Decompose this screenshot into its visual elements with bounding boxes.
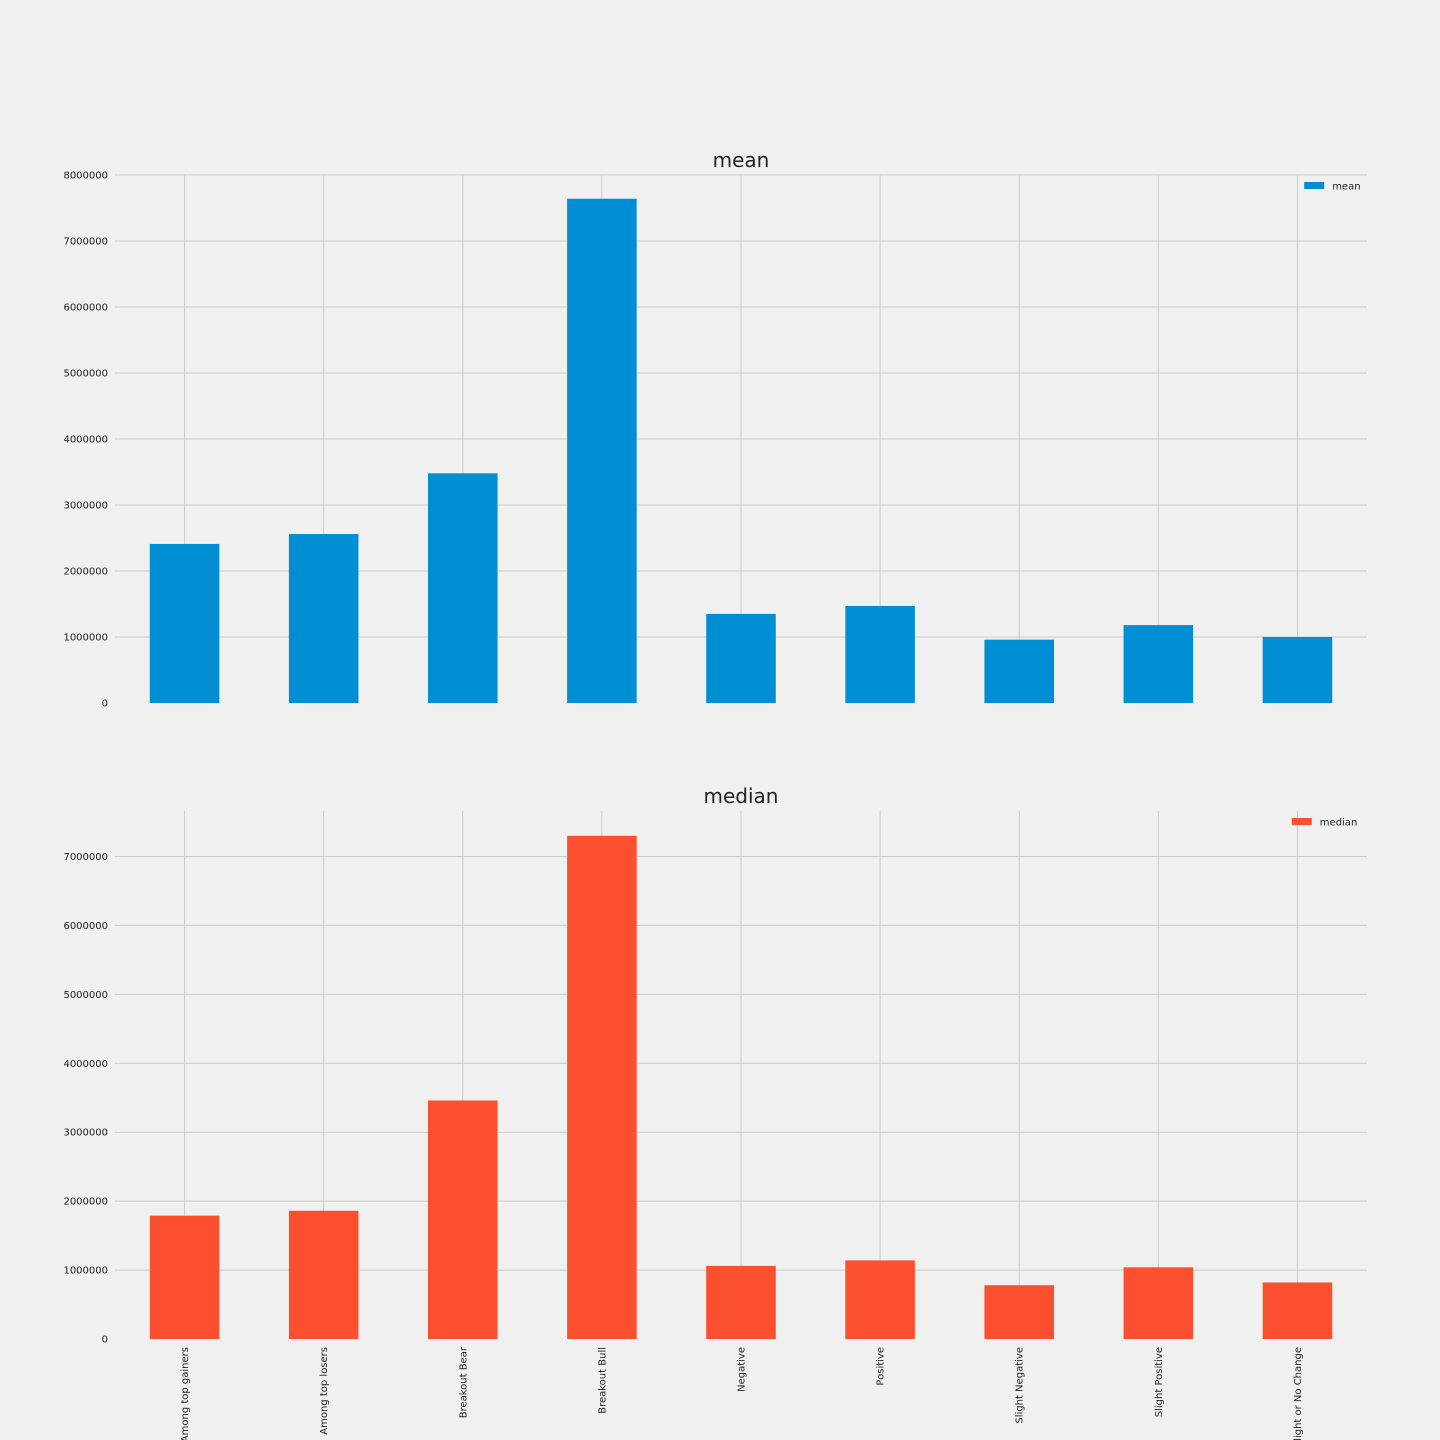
bar-median: [706, 1265, 776, 1339]
bar-median: [984, 1285, 1054, 1339]
chart-title: mean: [713, 148, 770, 172]
y-tick-label: 5000000: [63, 369, 108, 380]
y-tick-label: 8000000: [63, 171, 108, 182]
chart-panel-median: median 0 1000000 2000000 3000000 4000000 50000…: [63, 784, 1367, 1440]
y-tick-label: 4000000: [63, 435, 108, 446]
bar-median: [1123, 1267, 1194, 1339]
x-tick-label: Negative: [737, 1347, 748, 1392]
chart-title: median: [704, 784, 779, 808]
y-tick-label: 2000000: [63, 1197, 108, 1208]
x-tick-label: Positive: [876, 1347, 887, 1386]
x-tick-label: Slight Positive: [1154, 1347, 1165, 1417]
bar-median: [288, 1210, 359, 1339]
legend-label: mean: [1332, 182, 1360, 193]
x-tick-label: Slight or No Change: [1293, 1347, 1304, 1440]
x-tick-label: Breakout Bull: [597, 1347, 608, 1414]
bar-median: [567, 835, 637, 1339]
bar-mean: [288, 534, 359, 703]
x-tick-label: Among top losers: [319, 1347, 330, 1435]
bar-mean: [706, 613, 776, 703]
y-tick-label: 7000000: [63, 852, 108, 863]
y-tick-label: 1000000: [63, 633, 108, 644]
bar-median: [1262, 1282, 1333, 1339]
bar-mean: [567, 198, 637, 703]
bar-mean: [149, 543, 220, 703]
y-tick-label: 5000000: [63, 990, 108, 1001]
bar-mean: [984, 639, 1054, 703]
y-tick-label: 4000000: [63, 1059, 108, 1070]
legend-swatch: [1304, 182, 1325, 189]
bar-mean: [1262, 637, 1333, 703]
y-tick-label: 6000000: [63, 921, 108, 932]
bar-mean: [1123, 625, 1194, 703]
bar-median: [149, 1215, 220, 1339]
bar-mean: [845, 605, 915, 703]
y-tick-label: 0: [102, 699, 108, 710]
legend-swatch: [1291, 818, 1312, 825]
y-tick-label: 3000000: [63, 501, 108, 512]
y-tick-label: 6000000: [63, 303, 108, 314]
x-tick-label: Slight Negative: [1015, 1347, 1026, 1424]
y-tick-label: 2000000: [63, 567, 108, 578]
bar-median: [428, 1100, 498, 1339]
x-tick-label: Breakout Bear: [458, 1346, 469, 1418]
y-tick-label: 1000000: [63, 1266, 108, 1277]
x-tick-label: Among top gainers: [180, 1347, 191, 1440]
chart-panel-mean: mean 0 1000000 2000000 3000000 4000000 5000000…: [63, 148, 1367, 710]
y-tick-label: 3000000: [63, 1128, 108, 1139]
y-tick-label: 7000000: [63, 237, 108, 248]
legend-label: median: [1320, 818, 1358, 829]
bar-median: [845, 1260, 915, 1339]
bar-mean: [428, 473, 498, 703]
y-tick-label: 0: [102, 1335, 108, 1346]
